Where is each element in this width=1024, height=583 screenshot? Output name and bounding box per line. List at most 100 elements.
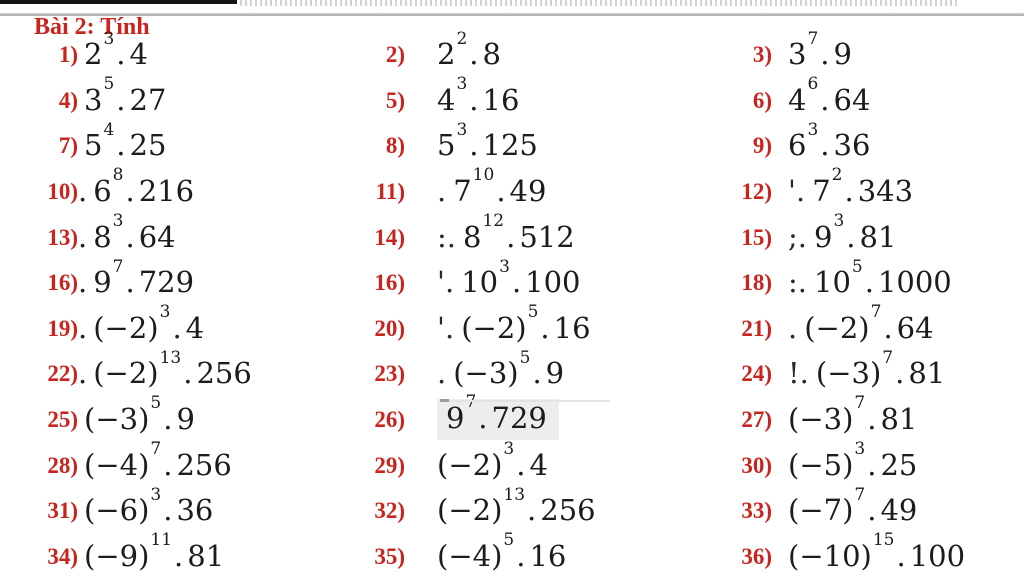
factor-number: 81 (187, 538, 225, 573)
base-number: (−3) (815, 356, 882, 391)
base-number: 7 (812, 174, 831, 209)
base-number: 4 (437, 82, 456, 117)
exponent: 5 (503, 530, 515, 551)
base-number: 8 (463, 219, 482, 254)
factor-number: 256 (196, 356, 252, 391)
problem-number: 9) (752, 133, 772, 159)
factor-number: 4 (129, 37, 148, 72)
exponent: 4 (103, 119, 115, 140)
base-number: (−3) (788, 402, 854, 437)
factor-number: 9 (545, 356, 565, 391)
problem-number: 3) (752, 42, 772, 68)
base-number: (−9) (84, 538, 150, 573)
base-number: 7 (453, 174, 472, 209)
multiply-dot: . (183, 356, 193, 391)
exponent: 10 (472, 165, 495, 186)
multiply-dot: . (820, 82, 830, 117)
problem-item: 35) (−4)5. 16 (340, 532, 692, 580)
label-dot: . (78, 174, 88, 209)
problem-number: 7) (58, 133, 78, 159)
problem-number: 24) (741, 361, 772, 387)
expression: (−5)3. 25 (788, 440, 918, 482)
expression: 53. 125 (437, 121, 538, 163)
factor-number: 81 (859, 219, 897, 254)
factor-number: 25 (880, 447, 918, 482)
base-number: 5 (437, 128, 456, 163)
problem-number: 35) (374, 543, 405, 569)
exponent: 7 (882, 347, 894, 368)
base-number: (−2) (93, 310, 159, 345)
problem-number: 27) (741, 407, 772, 433)
multiply-dot: . (864, 265, 874, 300)
problem-item: 30) (−5)3. 25 (692, 440, 1024, 488)
expression: '. 72. 343 (788, 167, 913, 209)
problem-number: 19) (47, 315, 78, 341)
multiply-dot: . (125, 265, 135, 300)
factor-number: 36 (176, 493, 214, 528)
exponent: 13 (159, 347, 182, 368)
cropped-fragment: :. (437, 219, 456, 254)
multiply-dot: . (125, 174, 135, 209)
exponent: 3 (807, 119, 819, 140)
exponent: 7 (465, 392, 477, 413)
multiply-dot: . (527, 493, 537, 528)
exponent: 7 (150, 438, 162, 459)
problem-number: 32) (374, 498, 405, 524)
multiply-dot: . (867, 447, 877, 482)
exponent: 7 (807, 28, 819, 49)
multiply-dot: . (469, 128, 479, 163)
multiply-dot: . (516, 538, 526, 573)
cropped-fragment: !. (788, 356, 809, 391)
problem-item: 19). (−2)3. 4 (0, 304, 340, 352)
exponent: 7 (854, 484, 866, 505)
multiply-dot: . (883, 310, 893, 345)
factor-number: 100 (909, 538, 966, 573)
base-number: (−2) (437, 447, 503, 482)
factor-number: 64 (833, 82, 871, 117)
factor-number: 216 (138, 174, 195, 209)
base-number: 2 (437, 37, 456, 72)
factor-number: 81 (880, 402, 918, 437)
base-number: 5 (84, 128, 103, 163)
multiply-dot: . (844, 174, 854, 209)
exponent: 2 (456, 28, 468, 49)
cropped-fragment: '. (788, 174, 806, 209)
problem-number: 21) (741, 315, 772, 341)
problem-item: 16) '. 103. 100 (340, 258, 692, 306)
expression: (−9)11. 81 (84, 532, 225, 573)
exponent: 3 (103, 28, 115, 49)
cropped-fragment: . (437, 356, 447, 391)
top-left-dark-strip (0, 0, 237, 4)
problem-number: 4) (58, 87, 78, 113)
expression: (−2)13. 256 (93, 349, 252, 391)
expression: (−4)7. 256 (84, 440, 232, 480)
problem-item: 22). (−2)13. 256 (0, 349, 340, 397)
top-tiny-illegible-text (240, 0, 960, 6)
multiply-dot: . (116, 82, 126, 117)
problem-item: 16). 97. 729 (0, 258, 340, 306)
base-number: 2 (84, 37, 103, 72)
expression: 37. 9 (788, 30, 852, 72)
expression: 23. 4 (84, 30, 148, 72)
factor-number: 9 (833, 37, 852, 72)
base-number: 3 (788, 37, 807, 72)
label-dot: . (78, 310, 88, 345)
problem-number: 13) (47, 224, 78, 250)
base-number: 10 (814, 265, 851, 300)
problem-item: 1) 23. 4 (0, 30, 340, 78)
expression: (−10)15. 100 (788, 532, 966, 573)
exponent: 8 (112, 165, 124, 186)
factor-number: 256 (540, 493, 596, 528)
problem-number: 31) (47, 498, 78, 524)
factor-number: 25 (129, 128, 167, 163)
expression: (−3)7. 81 (788, 395, 918, 437)
expression: (−2)3. 4 (93, 304, 204, 345)
problem-number: 23) (374, 361, 405, 387)
problem-number: 6) (752, 87, 772, 113)
problem-number: 18) (741, 270, 772, 296)
problem-item: 21). (−2)7. 64 (692, 304, 1024, 352)
multiply-dot: . (506, 219, 516, 254)
problem-number: 36) (741, 543, 772, 569)
multiply-dot: . (172, 310, 182, 345)
